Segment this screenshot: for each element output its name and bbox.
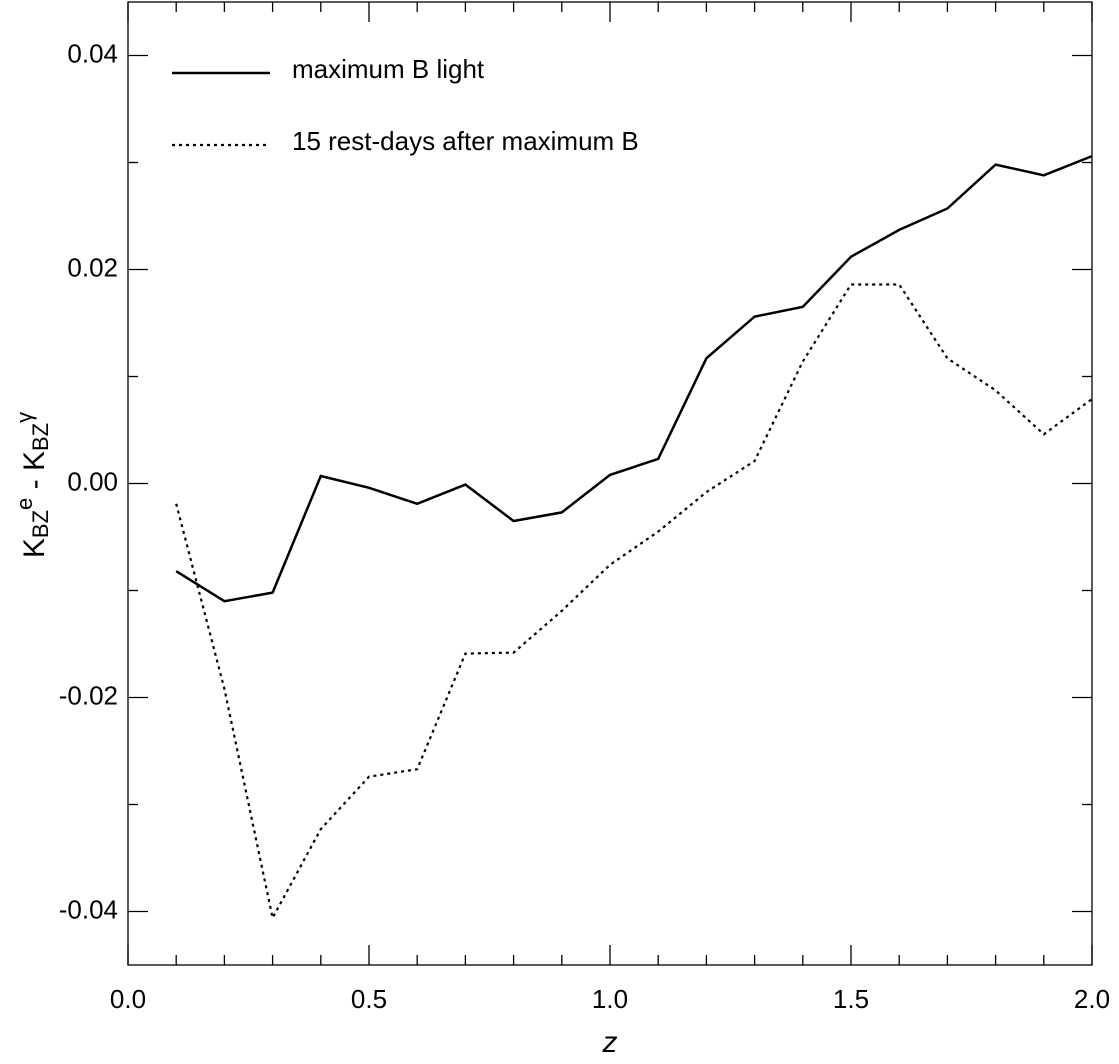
y-axis-label: KBZe - KBZγ	[12, 412, 53, 558]
y-tick-label: 0.00	[67, 466, 118, 496]
legend-label: 15 rest-days after maximum B	[292, 126, 639, 156]
y-tick-label: 0.02	[67, 252, 118, 282]
y-axis-label-part: γ	[12, 412, 37, 423]
y-axis-label-part: - K	[18, 451, 51, 498]
x-tick-label: 0.5	[351, 984, 387, 1014]
legend-label: maximum B light	[292, 54, 485, 84]
x-tick-label: 1.5	[833, 984, 869, 1014]
y-tick-label: -0.04	[59, 894, 118, 924]
y-axis-label-part: BZ	[28, 510, 53, 538]
series-line	[175, 154, 1093, 603]
y-axis-label-part: K	[18, 538, 51, 558]
y-tick-label: 0.04	[67, 38, 118, 68]
x-tick-label: 2.0	[1074, 984, 1110, 1014]
y-tick-label: -0.02	[59, 680, 118, 710]
series-line	[175, 283, 1093, 922]
y-axis-label-part: BZ	[28, 423, 53, 451]
x-tick-label: 0.0	[110, 984, 146, 1014]
y-axis-label-part: e	[12, 498, 37, 510]
x-axis-label: z	[602, 1026, 618, 1059]
x-tick-label: 1.0	[592, 984, 628, 1014]
